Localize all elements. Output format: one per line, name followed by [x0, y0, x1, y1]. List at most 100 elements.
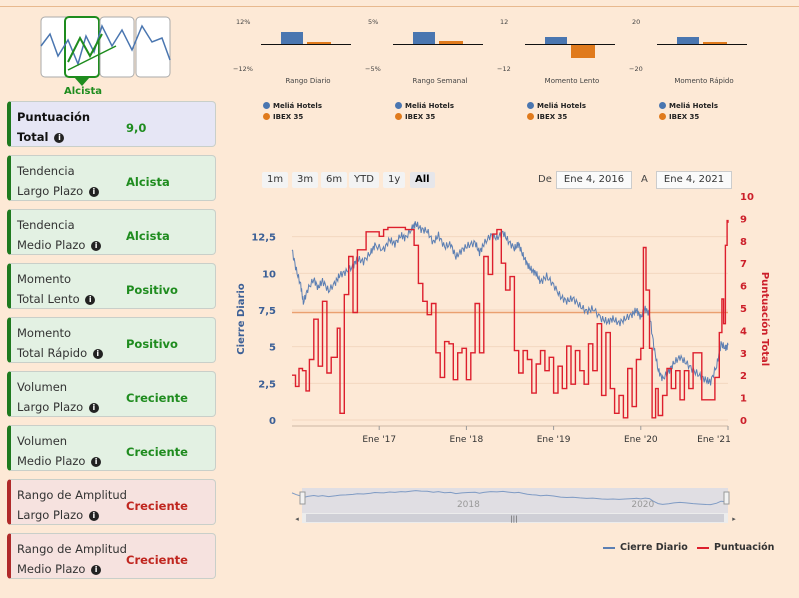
- info-icon[interactable]: i: [91, 240, 102, 251]
- date-from-input[interactable]: Ene 4, 2016: [556, 171, 632, 189]
- mini-chart-axis: [525, 44, 615, 45]
- series-score-line: [292, 219, 729, 419]
- range-button-3m[interactable]: 3m: [292, 172, 319, 188]
- scroll-grip-icon: |||: [510, 515, 517, 523]
- range-button-all[interactable]: All: [410, 172, 435, 188]
- mini-chart: 5% −5% Rango Semanal: [365, 16, 483, 86]
- trend-label: Alcista: [63, 86, 102, 97]
- mini-chart-legend[interactable]: Meliá Hotels IBEX 35: [395, 101, 454, 123]
- info-icon[interactable]: i: [88, 402, 99, 413]
- y2-tick-label: 10: [740, 192, 754, 203]
- navigator-scroll-thumb[interactable]: [306, 514, 724, 522]
- metric-card-line2: Total i: [17, 127, 90, 147]
- date-to-input[interactable]: Ene 4, 2021: [656, 171, 732, 189]
- legend-item-a[interactable]: Meliá Hotels: [527, 101, 586, 112]
- legend-dot: [395, 102, 402, 109]
- legend-label: Meliá Hotels: [537, 102, 586, 110]
- legend-label: Meliá Hotels: [669, 102, 718, 110]
- mini-chart-title: Rango Semanal: [412, 77, 468, 85]
- metric-card: Tendencia Medio Plazo i Alcista: [7, 209, 216, 255]
- metric-card: Puntuación Total i 9,0: [7, 101, 216, 147]
- legend-label: Meliá Hotels: [405, 102, 454, 110]
- navigator-handle-right[interactable]: [723, 491, 730, 505]
- metric-card-line2-text: Medio Plazo: [17, 454, 86, 468]
- range-button-6m[interactable]: 6m: [321, 172, 348, 188]
- metric-card-value: Creciente: [126, 391, 188, 405]
- metric-card-line2-text: Total: [17, 130, 49, 144]
- info-icon[interactable]: i: [88, 510, 99, 521]
- metric-card-line1: Momento: [17, 326, 72, 340]
- metric-card: Momento Total Lento i Positivo: [7, 263, 216, 309]
- metric-card-line2-text: Total Lento: [17, 292, 80, 306]
- metric-card-line2-text: Medio Plazo: [17, 562, 86, 576]
- mini-chart-legend[interactable]: Meliá Hotels IBEX 35: [659, 101, 718, 123]
- mini-chart-bar: [439, 40, 463, 44]
- metric-card-line2: Largo Plazo i: [17, 181, 99, 201]
- metric-card: Tendencia Largo Plazo i Alcista: [7, 155, 216, 201]
- metric-card-line2: Largo Plazo i: [17, 397, 99, 417]
- y-tick-label: 10: [262, 269, 276, 280]
- mini-chart-bar: [281, 32, 303, 44]
- info-icon[interactable]: i: [54, 132, 65, 143]
- y2-tick-label: 7: [740, 259, 747, 270]
- legend-dot: [659, 113, 666, 120]
- metric-card-label: Momento Total Lento i: [17, 269, 96, 309]
- mini-chart-tick-top: 20: [632, 18, 641, 26]
- legend-score[interactable]: Puntuación: [697, 542, 774, 553]
- info-icon[interactable]: i: [92, 348, 103, 359]
- y-tick-label: 5: [269, 343, 276, 354]
- legend-item-a[interactable]: Meliá Hotels: [659, 101, 718, 112]
- metric-card-value: 9,0: [126, 121, 147, 135]
- top-divider: [0, 6, 799, 7]
- legend-item-a[interactable]: Meliá Hotels: [395, 101, 454, 112]
- metric-card-line2-text: Medio Plazo: [17, 238, 86, 252]
- metric-card-line2-text: Largo Plazo: [17, 184, 84, 198]
- metric-card-line1: Volumen: [17, 434, 68, 448]
- legend-dot: [527, 113, 534, 120]
- info-icon[interactable]: i: [91, 564, 102, 575]
- metric-card-line2-text: Largo Plazo: [17, 400, 84, 414]
- trend-chart-icon: [40, 16, 171, 86]
- mini-chart: 20 −20 Momento Rápido: [629, 16, 747, 86]
- legend-label: IBEX 35: [405, 113, 436, 121]
- legend-close[interactable]: Cierre Diario: [603, 542, 688, 553]
- navigator-area: [302, 488, 728, 513]
- scroll-left-arrow-icon[interactable]: ◂: [295, 515, 299, 523]
- mini-chart-axis: [261, 44, 351, 45]
- mini-chart-legend[interactable]: Meliá Hotels IBEX 35: [527, 101, 586, 123]
- mini-chart-tick-bottom: −12: [497, 65, 511, 73]
- info-icon[interactable]: i: [91, 456, 102, 467]
- mini-chart-bar: [307, 42, 331, 44]
- x-tick-label: Ene '19: [537, 435, 571, 445]
- scroll-right-arrow-icon[interactable]: ▸: [732, 515, 736, 523]
- mini-chart-title: Rango Diario: [285, 77, 331, 85]
- info-icon[interactable]: i: [85, 294, 96, 305]
- y2-axis-label: Puntuación Total: [759, 272, 771, 366]
- x-tick-label: Ene '18: [450, 435, 484, 445]
- navigator-handle-left[interactable]: [299, 491, 306, 505]
- metric-card-value: Alcista: [126, 175, 170, 189]
- legend-item-b[interactable]: IBEX 35: [395, 112, 454, 123]
- legend-item-b[interactable]: IBEX 35: [263, 112, 322, 123]
- metric-card: Rango de Amplitud Medio Plazo i Creciente: [7, 533, 216, 579]
- x-tick-label: Ene '21: [697, 435, 731, 445]
- legend-item-b[interactable]: IBEX 35: [527, 112, 586, 123]
- legend-dot: [263, 113, 270, 120]
- mini-chart: 12% −12% Rango Diario: [233, 16, 351, 86]
- y-tick-label: 7,5: [258, 306, 276, 317]
- legend-item-a[interactable]: Meliá Hotels: [263, 101, 322, 112]
- y-tick-label: 2,5: [258, 379, 276, 390]
- mini-chart-tick-bottom: −5%: [365, 65, 381, 73]
- range-button-ytd[interactable]: YTD: [349, 172, 379, 188]
- series-close-line: [291, 221, 729, 386]
- mini-chart-legend[interactable]: Meliá Hotels IBEX 35: [263, 101, 322, 123]
- x-tick-label: Ene '20: [624, 435, 658, 445]
- legend-dot: [659, 102, 666, 109]
- metric-card-line2-text: Total Rápido: [17, 346, 88, 360]
- range-button-1y[interactable]: 1y: [383, 172, 406, 188]
- info-icon[interactable]: i: [88, 186, 99, 197]
- range-button-1m[interactable]: 1m: [262, 172, 289, 188]
- legend-item-b[interactable]: IBEX 35: [659, 112, 718, 123]
- y-tick-label: 12,5: [251, 233, 276, 244]
- mini-chart-axis: [657, 44, 747, 45]
